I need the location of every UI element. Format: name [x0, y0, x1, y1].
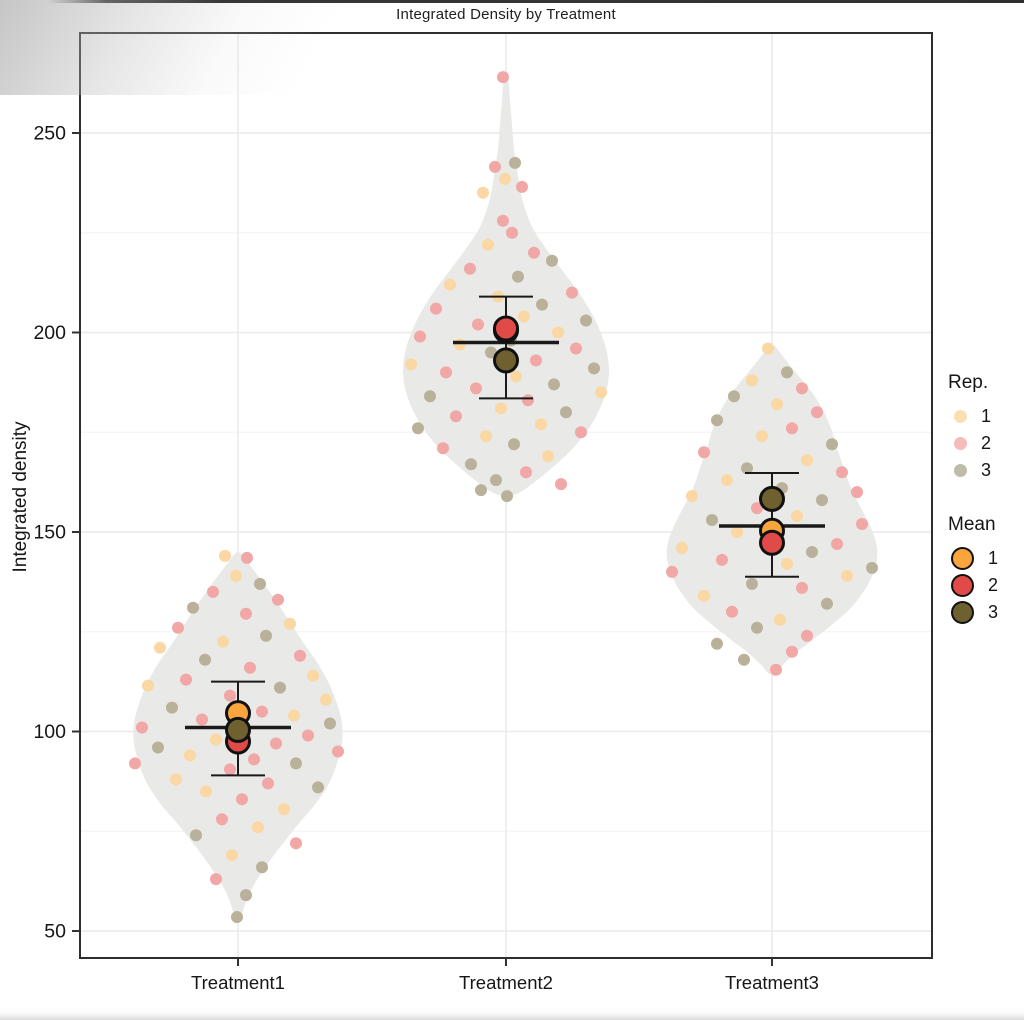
legend-rep-title: Rep. [948, 372, 989, 393]
y-axis-title: Integrated density [10, 421, 31, 573]
mean-point-rep3 [759, 485, 785, 512]
legend-mean-label: 3 [988, 602, 999, 622]
svg-text:100: 100 [33, 721, 66, 743]
legend-mean-item: 2 [946, 572, 1024, 599]
points-treatment3 [666, 342, 878, 676]
page-top-edge [48, 0, 1024, 3]
mean2-swatch-icon [951, 574, 974, 597]
legend-rep-item: 1 [946, 403, 1024, 430]
legend-rep-label: 1 [981, 406, 992, 426]
svg-text:200: 200 [33, 322, 66, 344]
legend-mean-title: Mean [948, 514, 996, 535]
legend-mean-label: 1 [988, 548, 999, 568]
axes: 50 100 150 200 250 Treatment1 Treatment2 Treatm… [33, 123, 819, 994]
svg-text:Treatment2: Treatment2 [459, 972, 553, 993]
svg-text:Treatment3: Treatment3 [725, 972, 819, 993]
mean-point-rep2 [493, 315, 519, 342]
violin-treatment2 [402, 74, 610, 496]
mean-point-rep3 [225, 716, 251, 743]
mean1-swatch-icon [951, 547, 974, 570]
rep1-swatch-icon [954, 410, 967, 423]
points-treatment1 [129, 549, 344, 923]
legend-mean-label: 2 [988, 575, 999, 595]
legend-mean-item: 3 [946, 599, 1024, 626]
chart-title: Integrated Density by Treatment [396, 6, 616, 23]
legend-rep-item: 2 [946, 430, 1024, 457]
errorbar-treatment2 [453, 295, 559, 400]
svg-text:50: 50 [44, 921, 66, 943]
errorbar-treatment3 [719, 471, 825, 578]
legend-rep-label: 3 [981, 460, 992, 480]
legend-mean-item: 1 [946, 545, 1024, 572]
svg-text:Treatment1: Treatment1 [191, 972, 285, 993]
mean3-swatch-icon [951, 601, 974, 624]
svg-text:150: 150 [33, 522, 66, 544]
mean-point-rep3 [493, 347, 519, 374]
mean-point-rep2 [759, 529, 785, 556]
rep2-swatch-icon [954, 437, 967, 450]
errorbar-treatment1 [185, 680, 291, 777]
legend-rep-item: 3 [946, 457, 1024, 484]
legend-rep-label: 2 [981, 433, 992, 453]
legend: Rep. 1 2 3 Mean 1 2 3 [946, 372, 1024, 626]
svg-text:250: 250 [33, 123, 66, 145]
rep3-swatch-icon [954, 464, 967, 477]
